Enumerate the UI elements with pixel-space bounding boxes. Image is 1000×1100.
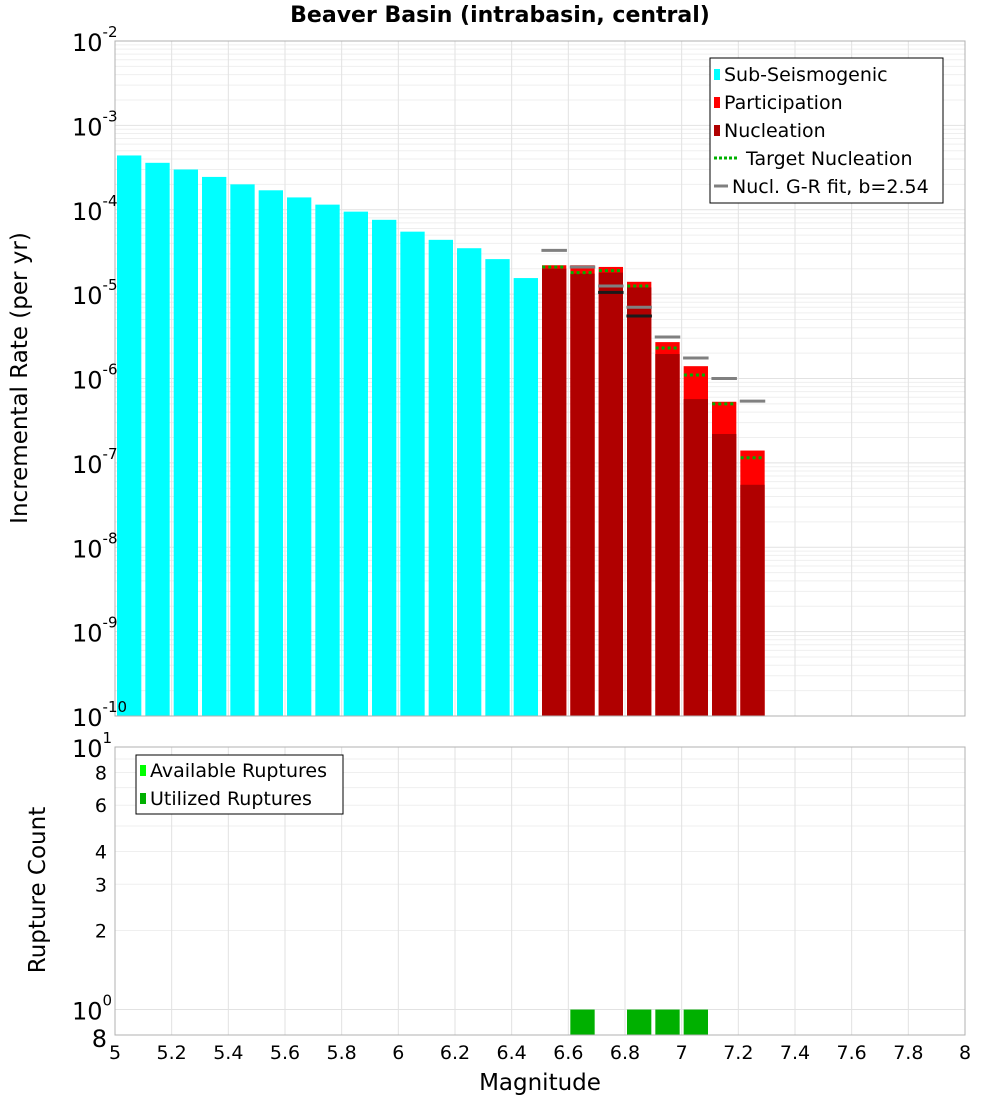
legend-label: Nucleation — [724, 120, 826, 142]
nucleation-bar — [570, 273, 595, 716]
legend-label: Utilized Ruptures — [150, 788, 312, 810]
sub-seismogenic-bar — [457, 248, 482, 717]
sub-seismogenic-bar — [428, 239, 453, 716]
nucleation-bar — [740, 484, 765, 716]
x-tick-label: 8 — [959, 1042, 971, 1064]
bottom-legend-box — [135, 754, 344, 815]
x-tick-label: 5 — [109, 1042, 121, 1064]
x-tick-label: 7.4 — [780, 1042, 810, 1064]
legend-label: Target Nucleation — [745, 148, 913, 170]
bottom-plot-frame — [114, 746, 966, 1036]
sub-seismogenic-bar — [315, 204, 340, 717]
sub-seismogenic-bar — [202, 176, 227, 716]
top-y-tick-label: 10-4 — [72, 192, 118, 226]
bottom-y-minor-tick-label: 4 — [95, 841, 107, 863]
x-tick-label: 5.6 — [270, 1042, 300, 1064]
chart-title: Beaver Basin (intrabasin, central) — [290, 3, 710, 28]
x-tick-label: 5.2 — [157, 1042, 187, 1064]
sub-seismogenic-bar — [173, 169, 198, 716]
top-y-tick-label: 10-7 — [72, 445, 118, 479]
x-tick-label: 6.2 — [440, 1042, 470, 1064]
bottom-y-minor-tick-label: 8 — [92, 1025, 107, 1053]
top-y-tick-label: 10-3 — [72, 107, 118, 141]
utilized-ruptures-bar — [655, 1009, 680, 1035]
top-y-tick-label: 10-6 — [72, 361, 118, 395]
bottom-y-minor-tick-label: 3 — [95, 874, 107, 896]
nucleation-bar — [598, 272, 623, 716]
bottom-y-tick-label: 100 — [72, 992, 112, 1026]
x-tick-label: 7 — [676, 1042, 688, 1064]
utilized-ruptures-bar — [570, 1009, 595, 1035]
top-y-tick-label: 10-5 — [72, 276, 118, 310]
nucleation-bar — [542, 268, 567, 716]
x-tick-label: 6.4 — [497, 1042, 527, 1064]
legend-swatch — [714, 125, 720, 136]
bottom-y-axis-label: Rupture Count — [25, 807, 51, 973]
x-tick-label: 5.4 — [213, 1042, 243, 1064]
top-y-tick-label: 10-2 — [72, 23, 118, 57]
sub-seismogenic-bar — [230, 184, 255, 717]
x-axis-label: Magnitude — [479, 1070, 601, 1096]
legend-label: Nucl. G-R fit, b=2.54 — [732, 176, 929, 198]
top-plot-frame — [114, 40, 966, 717]
x-tick-label: 6 — [392, 1042, 404, 1064]
top-legend-box — [709, 57, 944, 204]
bottom-y-minor-tick-label: 6 — [95, 795, 107, 817]
nucleation-bar — [683, 399, 708, 716]
legend-swatch — [714, 69, 720, 80]
sub-seismogenic-bar — [485, 259, 510, 716]
utilized-ruptures-bar — [627, 1009, 652, 1035]
sub-seismogenic-bar — [287, 197, 312, 717]
sub-seismogenic-bar — [145, 162, 170, 716]
x-tick-label: 5.8 — [327, 1042, 357, 1064]
x-tick-label: 6.6 — [553, 1042, 583, 1064]
sub-seismogenic-bar — [258, 190, 283, 716]
x-tick-label: 6.8 — [610, 1042, 640, 1064]
sub-seismogenic-bar — [513, 278, 538, 716]
top-plot-area: 10-2 10-3 10-4 10-5 10-6 10-7 10-8 10-9 10-10 Sub… — [72, 23, 966, 732]
sub-seismogenic-bar — [343, 211, 368, 716]
sub-seismogenic-bar — [117, 155, 142, 716]
bottom-y-tick-label: 101 — [72, 729, 112, 763]
utilized-ruptures-bar — [683, 1009, 708, 1035]
legend-swatch — [140, 793, 146, 804]
top-y-tick-label: 10-8 — [72, 529, 118, 563]
nucleation-bar — [712, 433, 737, 716]
x-tick-label: 7.8 — [893, 1042, 923, 1064]
legend-swatch — [714, 97, 720, 108]
sub-seismogenic-bar — [400, 231, 425, 716]
legend-label: Available Ruptures — [150, 760, 327, 782]
legend-swatch — [140, 765, 146, 776]
bottom-y-minor-tick-label: 2 — [95, 921, 107, 943]
top-y-tick-label: 10-10 — [72, 698, 127, 732]
bottom-y-minor-tick-label: 8 — [95, 762, 107, 784]
sub-seismogenic-bar — [372, 219, 397, 717]
nucleation-bar — [655, 354, 680, 716]
nucleation-bar — [627, 287, 652, 716]
top-y-tick-label: 10-9 — [72, 614, 118, 648]
legend-label: Participation — [724, 92, 843, 114]
x-tick-label: 7.6 — [837, 1042, 867, 1064]
x-tick-label: 7.2 — [723, 1042, 753, 1064]
top-y-axis-label: Incremental Rate (per yr) — [7, 232, 33, 524]
legend-label: Sub-Seismogenic — [724, 64, 888, 86]
